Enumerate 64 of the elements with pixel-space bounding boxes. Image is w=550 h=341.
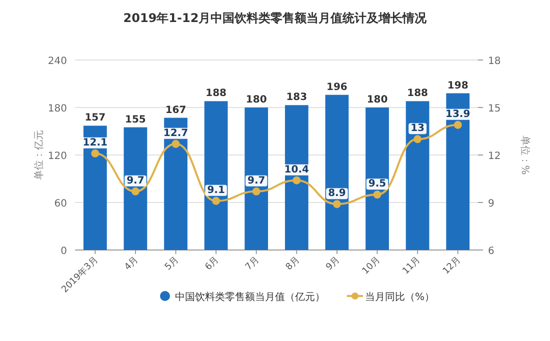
legend-label: 当月同比（%） — [365, 291, 435, 303]
bar — [284, 105, 308, 250]
point — [131, 187, 140, 196]
data-label: 13.9 — [446, 108, 470, 120]
x-tick-label: 9月 — [324, 255, 342, 273]
bar — [164, 118, 188, 250]
point — [454, 120, 462, 129]
x-tick-label: 8月 — [284, 255, 302, 273]
y2-tick-label: 12 — [488, 151, 501, 162]
data-label: 8.9 — [328, 188, 346, 200]
x-tick-label: 12月 — [441, 255, 463, 277]
data-label: 188 — [407, 88, 428, 100]
y-axis-title: 单位：亿元 — [33, 130, 45, 180]
bar — [366, 108, 389, 250]
point — [414, 135, 422, 144]
bar — [124, 127, 148, 250]
data-label: 9.5 — [368, 178, 386, 190]
data-label: 196 — [326, 82, 348, 93]
point — [91, 149, 100, 158]
x-tick-label: 7月 — [244, 255, 262, 273]
x-tick-label: 6月 — [204, 255, 222, 273]
legend-label: 中国饮料类零售额当月值（亿元） — [175, 291, 325, 303]
data-label: 10.4 — [284, 164, 310, 176]
data-label: 9.7 — [247, 175, 266, 186]
data-label: 198 — [447, 80, 468, 92]
point — [172, 140, 180, 148]
y2-tick-label: 6 — [488, 246, 494, 257]
y-tick-label: 180 — [48, 104, 67, 114]
data-label: 180 — [366, 94, 388, 106]
y2-tick-label: 18 — [488, 56, 501, 67]
y-tick-label: 60 — [54, 198, 67, 210]
bar — [83, 126, 107, 250]
x-tick-label: 11月 — [401, 255, 423, 277]
data-label: 180 — [246, 94, 267, 106]
x-tick-label: 5月 — [163, 255, 181, 273]
data-label: 12.1 — [82, 137, 108, 148]
data-label: 188 — [206, 88, 227, 100]
data-label: 155 — [125, 114, 146, 126]
bar — [406, 101, 430, 250]
y2-tick-label: 15 — [488, 104, 501, 114]
y2-axis-title: 单位：% — [519, 135, 531, 175]
bar — [204, 101, 228, 250]
data-label: 157 — [84, 112, 106, 124]
y-tick-label: 240 — [48, 56, 67, 67]
data-label: 12.7 — [163, 128, 188, 139]
chart-title: 2019年1-12月中国饮料类零售额当月值统计及增长情况 — [123, 11, 428, 25]
point — [332, 200, 341, 208]
point — [373, 190, 382, 199]
point — [292, 176, 301, 184]
point — [212, 196, 220, 205]
x-tick-label: 4月 — [123, 255, 141, 273]
y-tick-label: 0 — [60, 246, 67, 257]
data-label: 167 — [165, 104, 186, 116]
data-label: 13 — [410, 123, 425, 134]
bar — [325, 94, 349, 250]
data-label: 9.1 — [207, 184, 225, 196]
data-label: 183 — [286, 92, 308, 104]
x-tick-label: 10月 — [360, 255, 382, 277]
data-label: 9.7 — [126, 175, 144, 186]
bar — [446, 93, 470, 250]
bar — [244, 108, 268, 250]
y2-tick-label: 9 — [488, 198, 494, 210]
y-tick-label: 120 — [48, 151, 67, 162]
point — [252, 187, 260, 196]
